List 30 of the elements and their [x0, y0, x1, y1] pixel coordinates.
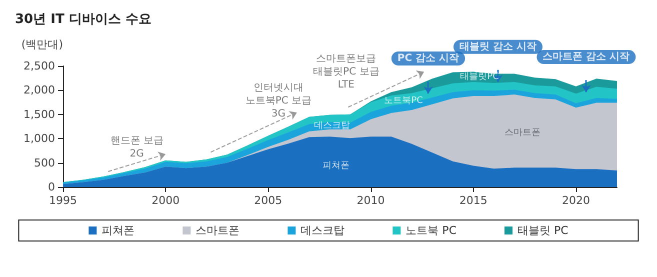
x-tick-label: 2000 — [152, 194, 180, 207]
legend-label: 태블릿 PC — [518, 224, 569, 237]
y-tick-label: 1,500 — [24, 108, 55, 121]
annotation: 스마트폰 — [504, 128, 541, 138]
legend-label: 스마트폰 — [196, 224, 240, 237]
annotation: 인터넷시대 노트북PC 보급 3G — [245, 82, 312, 120]
annotation: 피쳐폰 — [322, 161, 350, 172]
annotation: 핸드폰 보급 2G — [110, 135, 164, 160]
x-tick-label: 2005 — [254, 194, 282, 207]
x-tick-label: 2020 — [562, 194, 590, 207]
y-tick-label: 1,000 — [24, 132, 55, 146]
y-axis-title: (백만대) — [21, 38, 63, 51]
text: PC 감소 시작 — [397, 52, 460, 64]
chart-title: 30년 IT 디바이스 수요 — [15, 12, 152, 27]
x-tick-label: 2015 — [459, 194, 488, 207]
text: 태블릿 감소 시작 — [460, 41, 536, 52]
annotation: 스마트폰보급 태블릿PC 보급 LTE — [313, 53, 380, 90]
text: 스마트폰 감소 시작 — [542, 52, 630, 63]
x-tick-label: 1995 — [49, 194, 77, 207]
annotation: 태블릿PC — [460, 72, 499, 82]
y-tick-label: 0 — [48, 180, 55, 194]
annotation: 노트북PC — [384, 96, 423, 106]
annotation: 데스크탑 — [314, 121, 350, 132]
legend-label: 데스크탑 — [300, 224, 345, 237]
y-tick-label: 2,500 — [24, 60, 55, 72]
legend-label: 피쳐폰 — [102, 224, 135, 237]
legend-label: 노트북 PC — [406, 224, 457, 237]
x-tick-label: 2010 — [356, 194, 385, 207]
y-tick-label: 2,000 — [24, 84, 55, 97]
y-tick-label: 500 — [34, 156, 55, 170]
